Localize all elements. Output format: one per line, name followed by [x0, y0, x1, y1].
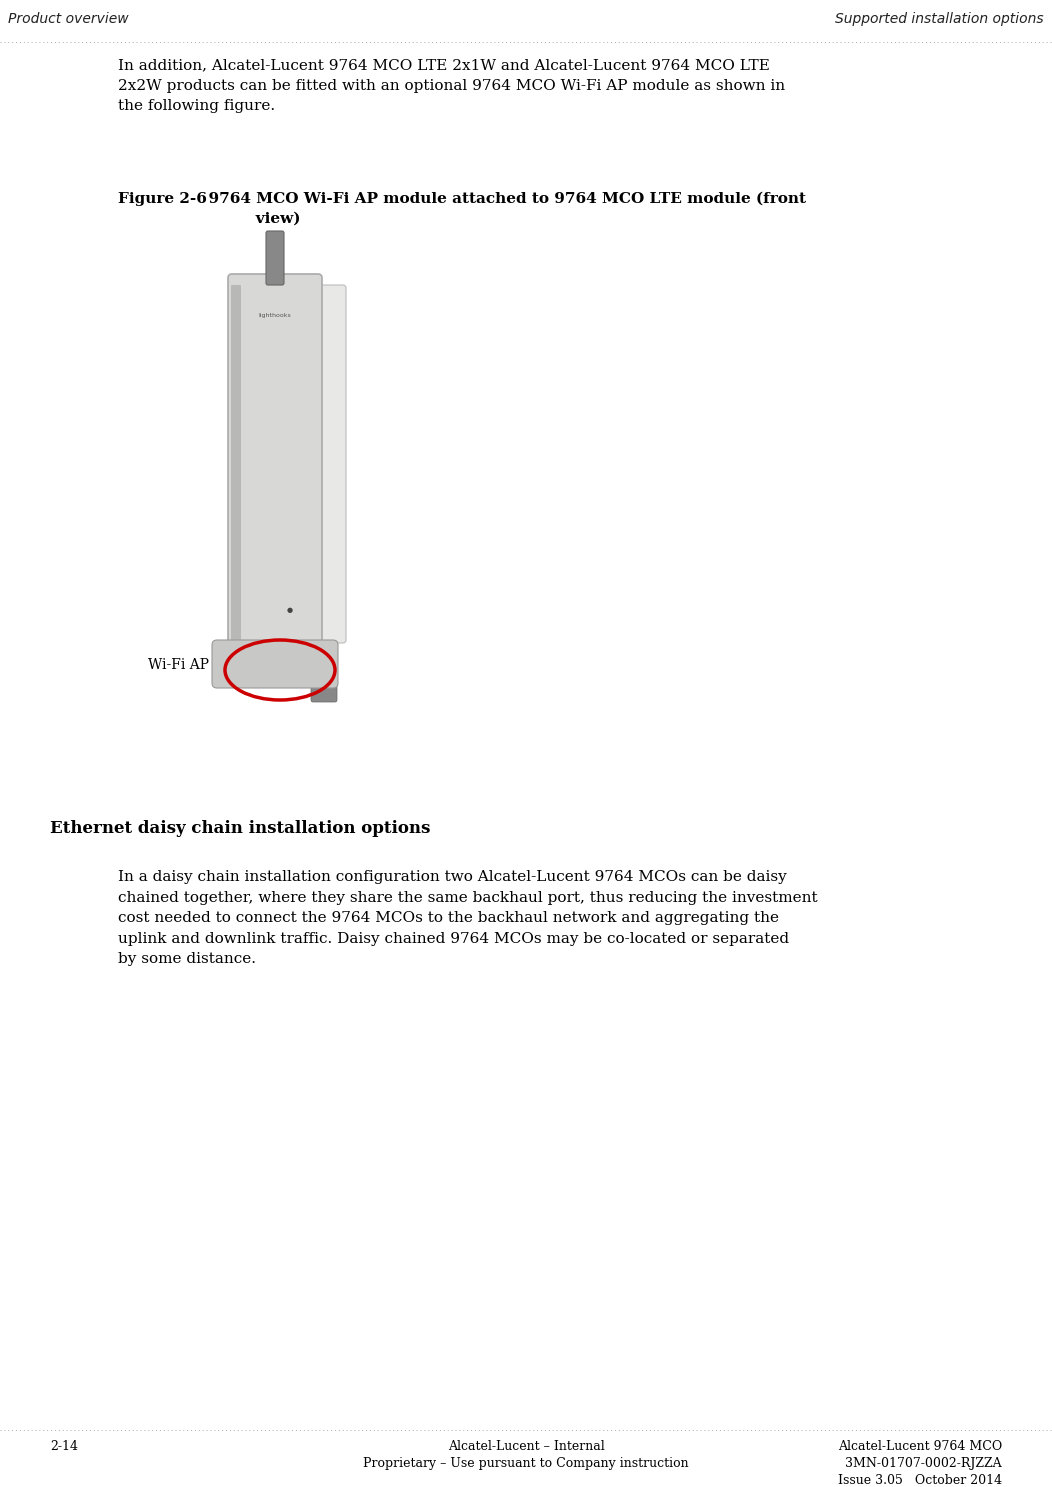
Text: Ethernet daisy chain installation options: Ethernet daisy chain installation option… [50, 819, 430, 837]
Text: In addition, Alcatel-Lucent 9764 MCO LTE 2x1W and Alcatel-Lucent 9764 MCO LTE
2x: In addition, Alcatel-Lucent 9764 MCO LTE… [118, 58, 785, 113]
Text: Wi-Fi AP: Wi-Fi AP [148, 659, 209, 672]
Text: 2-14: 2-14 [50, 1439, 78, 1453]
FancyBboxPatch shape [310, 286, 346, 642]
FancyBboxPatch shape [228, 274, 322, 654]
Text: Alcatel-Lucent 9764 MCO
3MN-01707-0002-RJZZA
Issue 3.05   October 2014: Alcatel-Lucent 9764 MCO 3MN-01707-0002-R… [837, 1439, 1002, 1487]
Text: Supported installation options: Supported installation options [835, 12, 1044, 25]
Text: In a daisy chain installation configuration two Alcatel-Lucent 9764 MCOs can be : In a daisy chain installation configurat… [118, 870, 817, 967]
FancyBboxPatch shape [266, 230, 284, 286]
Text: Product overview: Product overview [8, 12, 128, 25]
FancyBboxPatch shape [311, 668, 337, 702]
Text: ●: ● [287, 607, 294, 613]
FancyBboxPatch shape [213, 639, 338, 688]
FancyBboxPatch shape [231, 286, 241, 642]
Text: Alcatel-Lucent – Internal
Proprietary – Use pursuant to Company instruction: Alcatel-Lucent – Internal Proprietary – … [363, 1439, 689, 1471]
Text: 9764 MCO Wi-Fi AP module attached to 9764 MCO LTE module (front
           view): 9764 MCO Wi-Fi AP module attached to 976… [198, 192, 806, 226]
Text: lighthooks: lighthooks [259, 312, 291, 318]
Text: Figure 2-6: Figure 2-6 [118, 192, 207, 207]
